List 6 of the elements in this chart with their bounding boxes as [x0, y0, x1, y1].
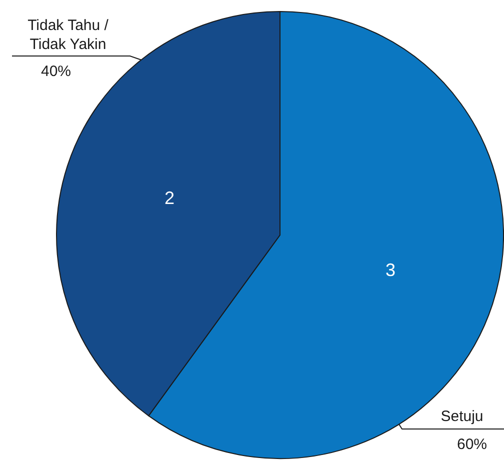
data-label: 40% [40, 63, 72, 80]
data-label: 60% [456, 436, 488, 453]
slice-label: Setuju [440, 408, 484, 425]
slice-label: Tidak Tahu / Tidak Yakin [28, 17, 110, 53]
text: 2 [164, 188, 174, 208]
text: 3 [386, 260, 396, 280]
